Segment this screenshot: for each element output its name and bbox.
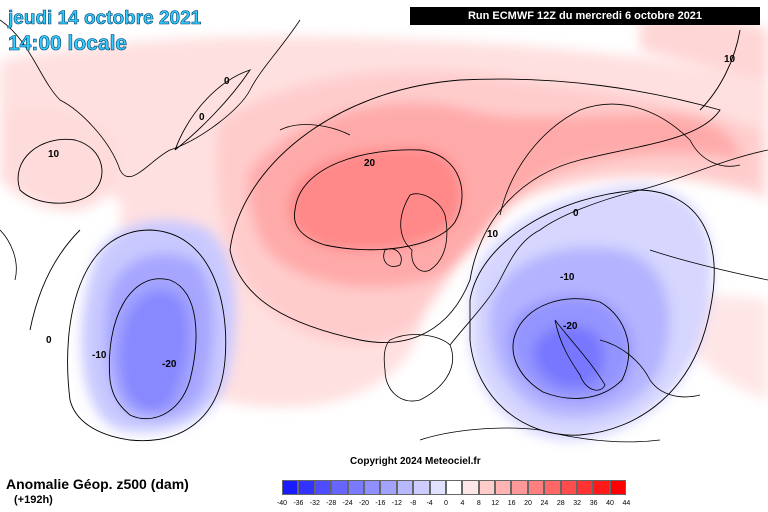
contour-label: 10 [48,149,60,160]
contour-label: 20 [364,158,376,169]
color-scale-cell [298,480,315,495]
color-scale-labels: -40 -36 -32 -28 -24 -20 -16 -12 -8 -4 0 4 8 12 16 20 24 2… [277,500,630,510]
color-scale-label: -24 [342,500,353,507]
color-scale-cell [413,480,430,495]
forecast-date: jeudi 14 octobre 2021 [8,8,202,30]
color-scale-cell [462,480,479,495]
color-scale-label: 24 [540,500,549,507]
color-scale-cell [429,480,446,495]
color-scale-label: -36 [293,500,304,507]
contour-label: 10 [724,54,736,65]
geopotential-anomaly-map: 0 0 10 0 20 10 0 -10 -20 10 -10 0 -20 [0,15,768,443]
variable-title: Anomalie Géop. z500 (dam) [6,476,189,492]
color-scale-label: 40 [606,500,614,507]
contour-lines [17,29,741,442]
color-scale-cell [609,480,627,495]
contour-label: 10 [487,229,499,240]
color-scale-label: -8 [410,500,417,507]
color-scale-label: 32 [573,500,582,507]
color-scale-label: 36 [589,500,598,507]
model-run-label: Run ECMWF 12Z du mercredi 6 octobre 2021 [410,7,760,25]
color-scale-cell [331,480,348,495]
color-scale-cell [445,480,463,495]
color-scale-cell [282,480,299,495]
color-scale-label: 8 [476,500,481,507]
color-scale-cell [380,480,397,495]
color-scale-label: -32 [309,500,320,507]
copyright: Copyright 2024 Meteociel.fr [350,456,481,467]
color-scale-label: -20 [358,500,370,507]
color-scale-label: -12 [391,500,402,507]
contour-label: 0 [573,208,579,219]
color-scale-cell [347,480,364,495]
contour-label: -20 [162,359,177,370]
color-scale-label: 16 [507,500,516,507]
color-scale-label: 12 [491,500,500,507]
color-scale-label: 20 [524,500,532,507]
color-scale-label: -4 [426,500,433,507]
color-scale-cell [314,480,332,495]
color-scale-label: 4 [460,500,465,507]
color-scale-cell [544,480,561,495]
contour-label: -20 [563,321,578,332]
color-scale-cell [577,480,594,495]
coastlines [0,19,768,443]
anomaly-shading [0,15,768,441]
color-scale-cell [363,480,381,495]
color-scale-label: -40 [276,500,288,507]
contour-label: 0 [46,335,52,346]
color-scale-bar [282,480,627,495]
contour-labels: 0 0 10 0 20 10 0 -10 -20 10 -10 0 -20 [46,54,736,370]
contour-label: -10 [560,272,575,283]
color-scale-label: 0 [444,500,448,507]
color-scale-label: -28 [326,500,337,507]
color-scale-label: 44 [622,500,631,507]
color-scale-cell [511,480,528,495]
contour-label: 0 [224,76,230,87]
color-scale-cell [527,480,545,495]
color-scale-cell [396,480,414,495]
color-scale-cell [478,480,496,495]
color-scale-cell [495,480,512,495]
color-scale-cell [593,480,610,495]
lead-time: (+192h) [14,494,53,506]
forecast-time: 14:00 locale [8,32,128,56]
color-scale-label: 28 [556,500,565,507]
contour-label: -10 [92,350,107,361]
color-scale-label: -16 [375,500,386,507]
color-scale-cell [560,480,578,495]
contour-label: 0 [199,112,205,123]
